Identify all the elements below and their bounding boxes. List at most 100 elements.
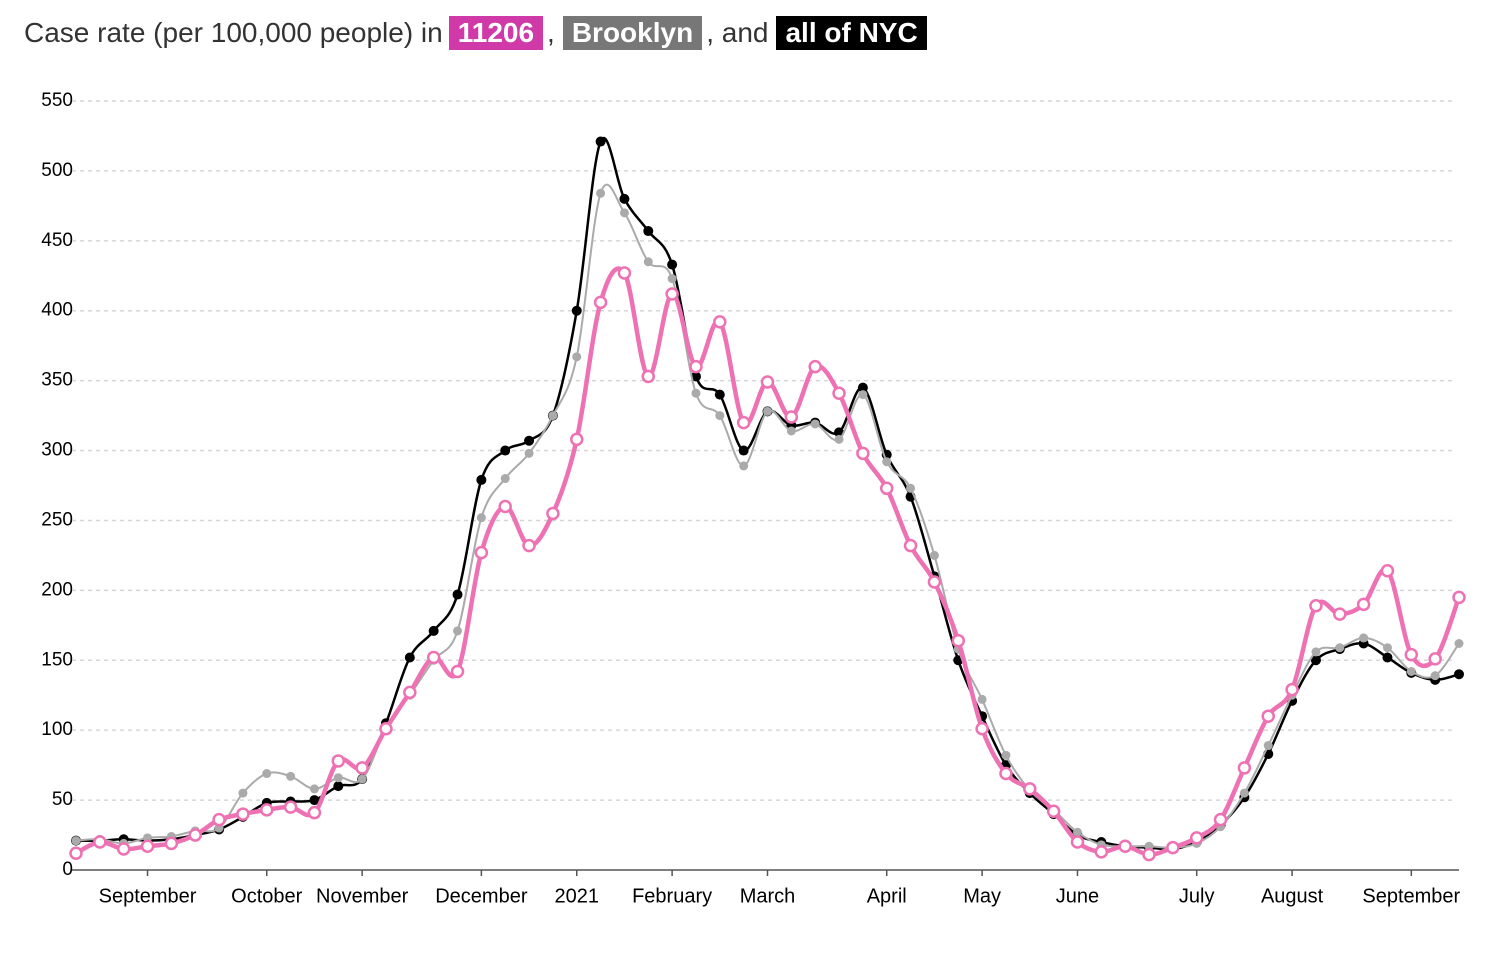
x-tick-label: 2021 bbox=[554, 885, 599, 907]
point bbox=[1430, 671, 1440, 681]
point bbox=[283, 800, 298, 814]
x-tick-label: July bbox=[1179, 885, 1215, 907]
point bbox=[140, 839, 155, 853]
point bbox=[858, 390, 868, 400]
point bbox=[714, 389, 725, 400]
x-tick-label: March bbox=[740, 885, 796, 907]
point bbox=[1452, 590, 1466, 605]
chart-title: Case rate (per 100,000 people) in 11206 … bbox=[24, 16, 931, 50]
y-tick-label: 450 bbox=[41, 230, 73, 251]
point bbox=[188, 828, 202, 842]
point bbox=[715, 411, 725, 421]
point bbox=[1023, 782, 1037, 796]
point bbox=[1359, 633, 1369, 643]
point bbox=[1404, 647, 1419, 662]
point bbox=[903, 538, 918, 553]
point bbox=[357, 774, 367, 784]
point bbox=[546, 506, 560, 521]
point bbox=[333, 773, 343, 783]
point bbox=[116, 842, 131, 856]
point bbox=[571, 305, 582, 316]
title-text: , and bbox=[706, 17, 769, 48]
y-tick-label: 200 bbox=[41, 579, 73, 600]
point bbox=[1046, 804, 1061, 819]
point bbox=[738, 445, 749, 456]
point bbox=[238, 788, 248, 798]
y-tick-label: 400 bbox=[41, 300, 73, 321]
y-tick-label: 150 bbox=[41, 649, 73, 670]
point bbox=[333, 781, 344, 792]
point bbox=[951, 633, 966, 648]
point bbox=[1072, 827, 1082, 837]
point bbox=[1333, 607, 1347, 621]
point bbox=[212, 812, 226, 827]
x-tick-label: November bbox=[316, 885, 409, 907]
point bbox=[309, 795, 320, 806]
series-line bbox=[74, 266, 1462, 857]
x-tick-label: February bbox=[632, 885, 712, 907]
x-tick-label: June bbox=[1056, 885, 1099, 907]
point bbox=[927, 575, 942, 589]
point bbox=[1310, 655, 1321, 666]
point bbox=[1239, 788, 1249, 798]
y-tick-label: 500 bbox=[41, 160, 73, 181]
point bbox=[810, 419, 820, 429]
point bbox=[1309, 598, 1323, 613]
series-line bbox=[75, 136, 1460, 851]
point bbox=[596, 188, 606, 198]
point bbox=[522, 538, 536, 553]
title-text: , bbox=[547, 17, 555, 48]
point bbox=[619, 208, 629, 218]
point bbox=[832, 386, 846, 400]
point bbox=[548, 411, 558, 421]
point bbox=[1213, 812, 1228, 827]
point bbox=[1454, 669, 1464, 680]
point bbox=[236, 807, 250, 821]
point bbox=[331, 754, 346, 768]
point bbox=[1311, 647, 1321, 657]
point bbox=[379, 722, 393, 736]
y-tick-label: 50 bbox=[52, 789, 73, 810]
point bbox=[593, 295, 608, 310]
point bbox=[1406, 666, 1416, 676]
point bbox=[977, 694, 987, 704]
point bbox=[71, 836, 81, 846]
point bbox=[1285, 682, 1299, 697]
point bbox=[476, 513, 486, 523]
point bbox=[403, 685, 417, 700]
point bbox=[689, 359, 703, 374]
point bbox=[69, 846, 83, 860]
point bbox=[428, 625, 439, 636]
point bbox=[882, 457, 892, 467]
point bbox=[760, 375, 775, 389]
point bbox=[975, 722, 989, 736]
point bbox=[1382, 652, 1393, 663]
x-tick-label: September bbox=[99, 885, 197, 907]
point bbox=[856, 446, 870, 461]
point bbox=[307, 805, 322, 820]
y-tick-label: 100 bbox=[41, 719, 73, 740]
x-tick-label: December bbox=[435, 885, 528, 907]
y-tick-label: 300 bbox=[41, 440, 73, 461]
y-tick-label: 0 bbox=[62, 859, 73, 880]
point bbox=[355, 761, 369, 775]
x-tick-label: April bbox=[867, 885, 907, 907]
point bbox=[665, 287, 679, 301]
point bbox=[906, 483, 916, 493]
point bbox=[476, 474, 487, 485]
point bbox=[262, 769, 272, 779]
point bbox=[643, 257, 653, 267]
point bbox=[929, 550, 939, 560]
x-tick-label: May bbox=[963, 885, 1001, 907]
point bbox=[1356, 597, 1371, 612]
point bbox=[286, 771, 296, 781]
point bbox=[784, 410, 799, 424]
point bbox=[404, 652, 415, 663]
y-tick-label: 250 bbox=[41, 509, 73, 530]
point bbox=[1263, 741, 1273, 751]
point bbox=[763, 406, 772, 416]
point bbox=[450, 664, 465, 679]
legend-chip: Brooklyn bbox=[562, 16, 703, 50]
point bbox=[1166, 840, 1180, 855]
